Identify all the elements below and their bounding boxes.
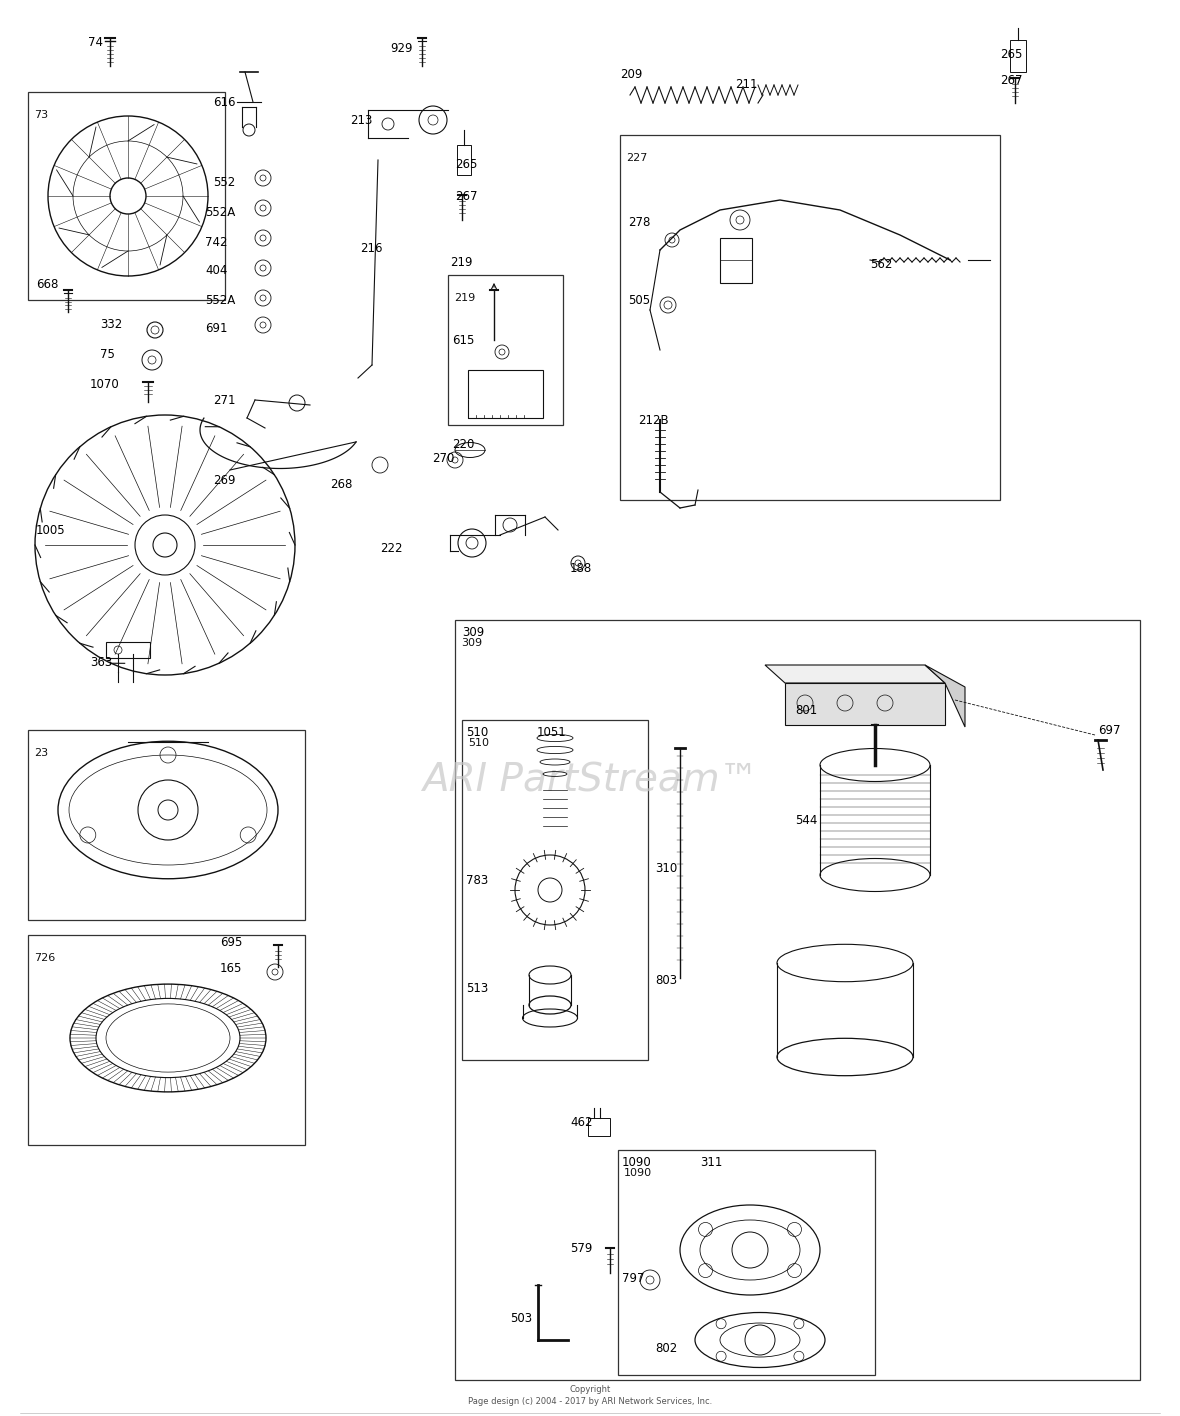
Bar — [720, 238, 752, 283]
Text: 268: 268 — [330, 479, 353, 491]
Text: Page design (c) 2004 - 2017 by ARI Network Services, Inc.: Page design (c) 2004 - 2017 by ARI Netwo… — [468, 1398, 712, 1406]
Text: 803: 803 — [655, 974, 677, 987]
Text: 219: 219 — [450, 255, 472, 269]
Text: ARI PartStream™: ARI PartStream™ — [421, 760, 759, 799]
Text: 726: 726 — [34, 953, 55, 963]
Polygon shape — [785, 683, 945, 725]
Text: 227: 227 — [627, 153, 648, 163]
Text: 270: 270 — [432, 452, 454, 464]
Text: 510: 510 — [466, 725, 489, 739]
Text: 615: 615 — [452, 334, 474, 347]
Text: 267: 267 — [455, 191, 478, 204]
Text: 929: 929 — [391, 41, 413, 54]
Text: 1005: 1005 — [37, 524, 66, 537]
Text: 544: 544 — [795, 814, 818, 827]
Bar — [1010, 40, 1025, 72]
Text: 165: 165 — [219, 961, 242, 974]
Text: 802: 802 — [655, 1341, 677, 1355]
Bar — [28, 731, 304, 920]
Text: 562: 562 — [870, 259, 892, 272]
Text: 801: 801 — [795, 704, 818, 716]
Bar — [448, 275, 563, 425]
Text: 267: 267 — [999, 74, 1023, 86]
Text: 309: 309 — [463, 626, 484, 639]
Text: 616: 616 — [214, 95, 236, 109]
Text: 211: 211 — [735, 78, 758, 92]
Text: 1070: 1070 — [90, 378, 119, 391]
Bar — [468, 370, 543, 418]
Bar — [463, 719, 648, 1061]
Text: 552A: 552A — [205, 293, 235, 306]
Text: 505: 505 — [628, 293, 650, 306]
Text: 363: 363 — [90, 656, 112, 668]
Text: 309: 309 — [461, 639, 483, 649]
Text: 188: 188 — [570, 562, 592, 575]
Text: 73: 73 — [34, 110, 48, 120]
Text: 278: 278 — [628, 215, 650, 228]
Text: 222: 222 — [380, 541, 402, 555]
Bar — [588, 1119, 610, 1136]
Text: 310: 310 — [655, 861, 677, 875]
Text: 311: 311 — [700, 1155, 722, 1168]
Text: 404: 404 — [205, 263, 228, 276]
Text: 552: 552 — [214, 176, 235, 188]
Text: 332: 332 — [100, 319, 123, 331]
Text: 1090: 1090 — [624, 1168, 653, 1178]
Text: 552A: 552A — [205, 205, 235, 218]
Text: 271: 271 — [214, 394, 236, 406]
Bar — [618, 1150, 876, 1375]
Text: 213: 213 — [350, 113, 373, 126]
Bar — [106, 641, 150, 658]
Bar — [28, 92, 225, 300]
Text: 697: 697 — [1099, 724, 1121, 736]
Text: 695: 695 — [219, 936, 242, 949]
Text: 668: 668 — [37, 279, 58, 292]
Text: 269: 269 — [214, 473, 236, 487]
Text: 74: 74 — [88, 35, 103, 48]
Text: 579: 579 — [570, 1242, 592, 1255]
Text: 462: 462 — [570, 1116, 592, 1129]
Text: 1051: 1051 — [537, 725, 566, 739]
Text: Copyright: Copyright — [570, 1385, 610, 1395]
Text: 742: 742 — [205, 235, 228, 248]
Bar — [620, 135, 999, 500]
Text: 265: 265 — [455, 159, 478, 171]
Text: 219: 219 — [454, 293, 476, 303]
Bar — [455, 620, 1140, 1381]
Text: 783: 783 — [466, 874, 489, 886]
Text: 23: 23 — [34, 748, 48, 758]
Text: 216: 216 — [360, 242, 382, 255]
Bar — [28, 935, 304, 1146]
Text: 510: 510 — [468, 738, 489, 748]
Text: 513: 513 — [466, 981, 489, 994]
Text: 797: 797 — [622, 1272, 644, 1284]
Text: 691: 691 — [205, 321, 228, 334]
Text: 1090: 1090 — [622, 1155, 651, 1168]
Text: 212B: 212B — [638, 413, 669, 426]
Text: 503: 503 — [510, 1311, 532, 1324]
Polygon shape — [925, 666, 965, 726]
Text: 220: 220 — [452, 439, 474, 452]
Text: 265: 265 — [999, 48, 1022, 61]
Text: 209: 209 — [620, 68, 642, 82]
Bar — [457, 144, 471, 176]
Text: 75: 75 — [100, 348, 114, 361]
Polygon shape — [765, 666, 945, 683]
